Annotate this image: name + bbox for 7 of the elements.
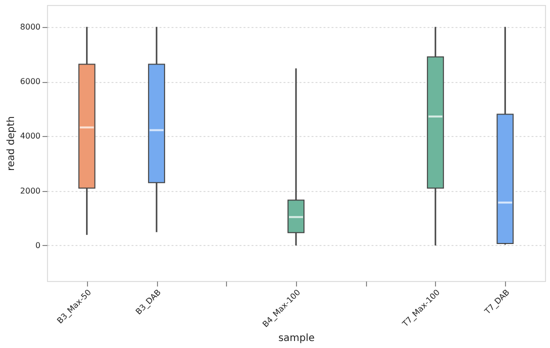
y-axis-title: read depth (6, 116, 18, 171)
y-tick-label: 6000 (20, 77, 40, 86)
y-tick-label: 0 (35, 240, 40, 250)
x-axis-title: sample (278, 333, 315, 344)
y-tick-label: 4000 (20, 132, 40, 141)
y-tick-label: 8000 (20, 22, 40, 32)
y-tick-label: 2000 (20, 186, 40, 196)
